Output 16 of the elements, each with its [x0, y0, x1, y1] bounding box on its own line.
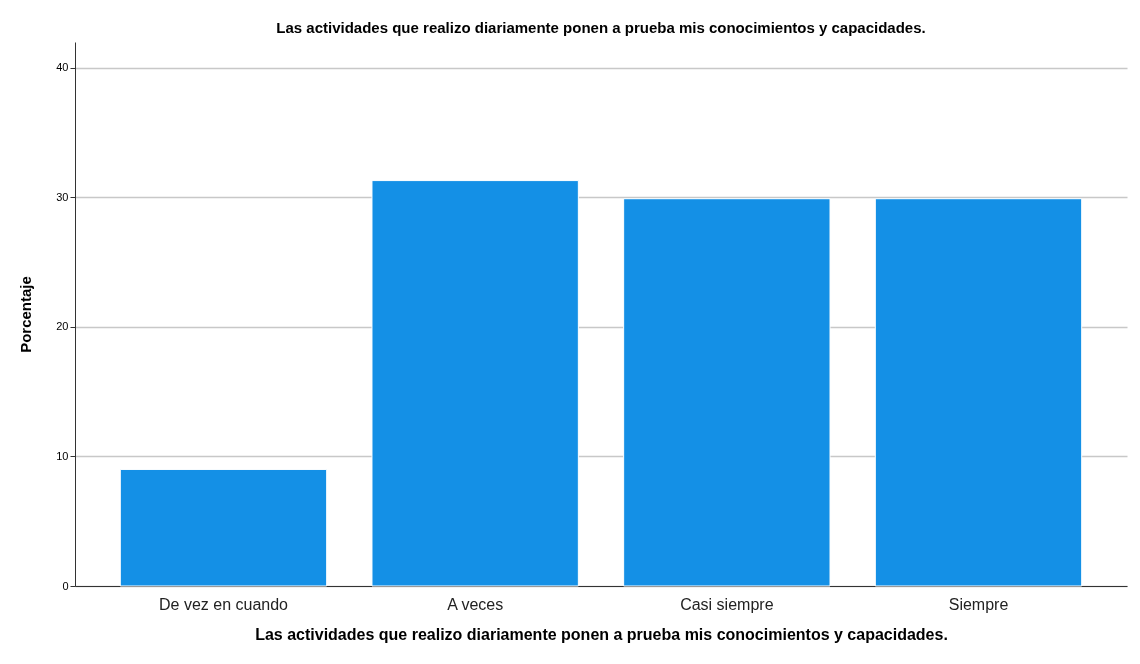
bar	[371, 180, 579, 587]
x-tick-label: Siempre	[948, 595, 1009, 613]
y-axis-title: Porcentaje	[17, 276, 35, 353]
y-tick-label: 30	[56, 190, 69, 203]
x-axis-title: Las actividades que realizo diariamente ponen a prueba mis conocimientos y capacidades.	[255, 625, 948, 643]
x-tick-label: A veces	[447, 595, 504, 613]
y-tick-label: 0	[62, 579, 69, 592]
x-tick-label: Casi siempre	[680, 595, 774, 613]
y-tick-label: 20	[56, 320, 69, 333]
x-tick-label: De vez en cuando	[159, 595, 289, 613]
bar	[623, 198, 831, 587]
y-tick-label: 10	[56, 449, 69, 462]
bar	[874, 198, 1083, 587]
chart-title: Las actividades que realizo diariamente ponen a prueba mis conocimientos y capacidades.	[276, 19, 926, 36]
y-tick-label: 40	[56, 61, 69, 74]
bar	[119, 468, 328, 587]
